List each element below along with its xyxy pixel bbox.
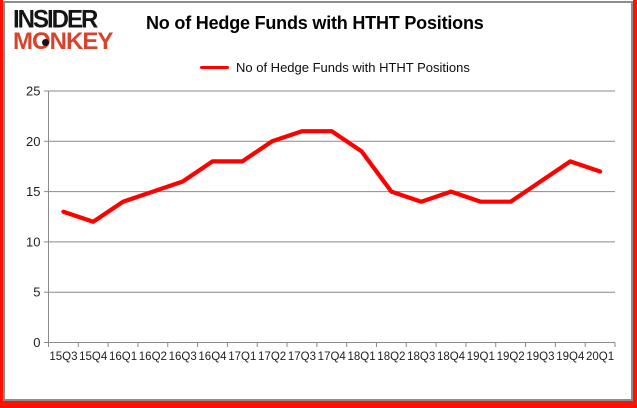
svg-text:10: 10 [26,234,40,249]
chart-legend: No of Hedge Funds with HTHT Positions [200,60,470,75]
svg-text:18Q2: 18Q2 [377,351,405,363]
svg-text:15Q4: 15Q4 [79,351,108,363]
svg-text:25: 25 [26,84,40,99]
svg-text:19Q3: 19Q3 [526,351,554,363]
svg-text:18Q1: 18Q1 [347,351,375,363]
legend-label: No of Hedge Funds with HTHT Positions [236,60,470,75]
svg-text:5: 5 [33,285,40,300]
svg-text:17Q4: 17Q4 [318,351,347,363]
svg-text:0: 0 [33,335,40,350]
logo-insider-text: INSIDER [13,5,98,34]
svg-text:16Q4: 16Q4 [198,351,227,363]
svg-text:20: 20 [26,134,40,149]
legend-line-swatch [200,66,229,69]
svg-text:16Q2: 16Q2 [139,351,167,363]
chart-title: No of Hedge Funds with HTHT Positions [146,13,484,33]
svg-text:16Q1: 16Q1 [109,351,137,363]
insider-monkey-logo: INSIDER MONKEY [13,5,113,55]
svg-text:18Q4: 18Q4 [437,351,466,363]
svg-text:17Q2: 17Q2 [258,351,286,363]
svg-text:15Q3: 15Q3 [49,351,77,363]
svg-text:17Q1: 17Q1 [228,351,256,363]
svg-text:19Q4: 19Q4 [556,351,585,363]
svg-text:16Q3: 16Q3 [169,351,197,363]
svg-text:20Q1: 20Q1 [586,351,614,363]
svg-text:19Q2: 19Q2 [497,351,525,363]
logo-monkey-text: MONKEY [13,28,113,55]
svg-text:18Q3: 18Q3 [407,351,435,363]
svg-text:19Q1: 19Q1 [467,351,495,363]
svg-text:17Q3: 17Q3 [288,351,316,363]
svg-text:15: 15 [26,184,40,199]
